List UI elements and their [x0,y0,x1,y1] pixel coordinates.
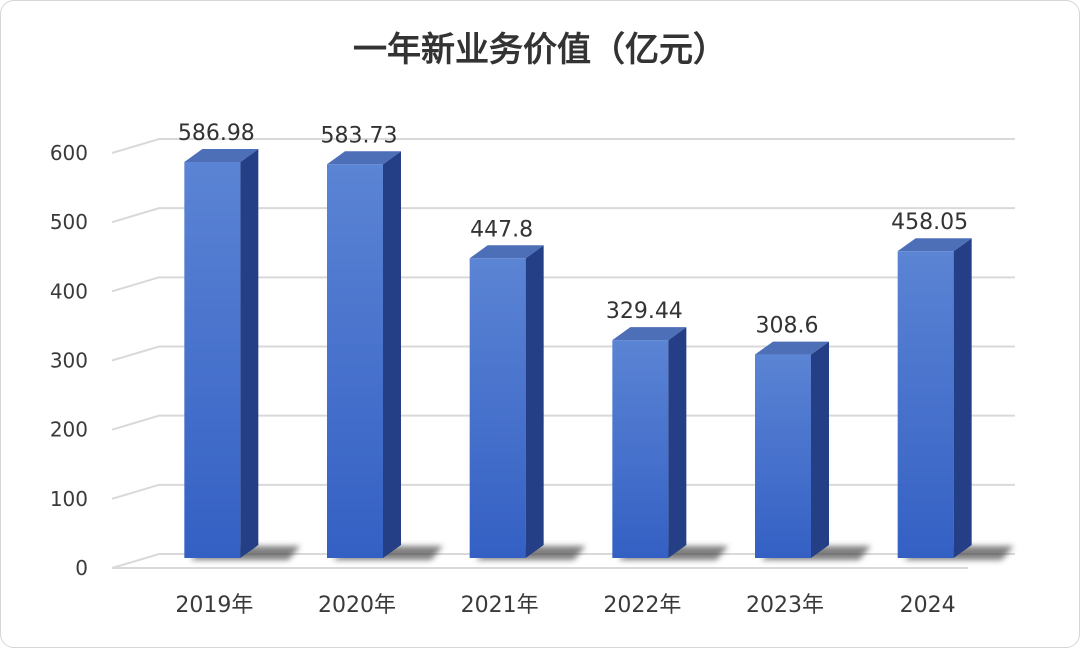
bar [184,149,259,558]
y-tick-label: 500 [50,210,88,234]
y-tick-label: 400 [50,279,88,303]
bar-side [811,341,829,558]
x-axis: 2019年 2020年 2021年 2022年 2023年 2024 [175,593,955,618]
bar-front [184,162,241,558]
x-tick-label: 2023年 [746,593,824,618]
bar-front [755,354,811,558]
grid-line [111,414,1015,431]
x-tick-label: 2021年 [461,593,539,618]
grid-line [111,345,1015,362]
bar-top [469,245,544,259]
bar-top [897,238,972,252]
grid-line [111,553,1015,569]
y-tick-label: 600 [50,141,88,165]
data-label: 308.6 [756,314,819,339]
bar-side [240,149,259,558]
bar-side [383,151,401,559]
data-label: 329.44 [606,299,683,324]
bar [327,151,401,559]
y-tick-label: 300 [50,349,88,373]
y-axis: 0 100 200 300 400 500 600 [50,141,88,580]
x-tick-label: 2022年 [603,593,681,618]
bar-top [612,327,687,341]
grid-line [111,483,1015,500]
x-tick-label: 2024 [900,593,956,618]
bar [612,327,687,558]
bar-top [184,149,259,163]
x-tick-label: 2020年 [318,593,396,618]
grid-line [111,138,1015,154]
bars [184,149,972,559]
bar-side [953,238,972,558]
grid-lines [111,138,1015,569]
x-tick-label: 2019年 [175,593,253,618]
bar [897,238,972,559]
bar [469,245,544,559]
bar-side [668,327,687,558]
bar-front [469,258,526,558]
grid-line [111,207,1015,224]
bar-front [897,251,954,559]
data-labels: 586.98 583.73 447.8 329.44 308.6 458.05 [178,121,968,339]
data-label: 447.8 [470,217,533,242]
bar-top [327,151,401,165]
bar-top [755,341,829,355]
y-tick-label: 0 [75,556,88,580]
y-tick-label: 100 [50,487,88,511]
data-label: 583.73 [321,123,398,148]
bar-side [525,245,544,559]
chart-title: 一年新业务价值（亿元） [353,30,727,70]
bar-front [612,340,669,558]
grid-line [111,276,1015,293]
y-tick-label: 200 [50,418,88,442]
data-label: 458.05 [891,210,968,235]
bar-front [327,164,383,558]
bar [755,341,829,558]
data-label: 586.98 [178,121,255,146]
